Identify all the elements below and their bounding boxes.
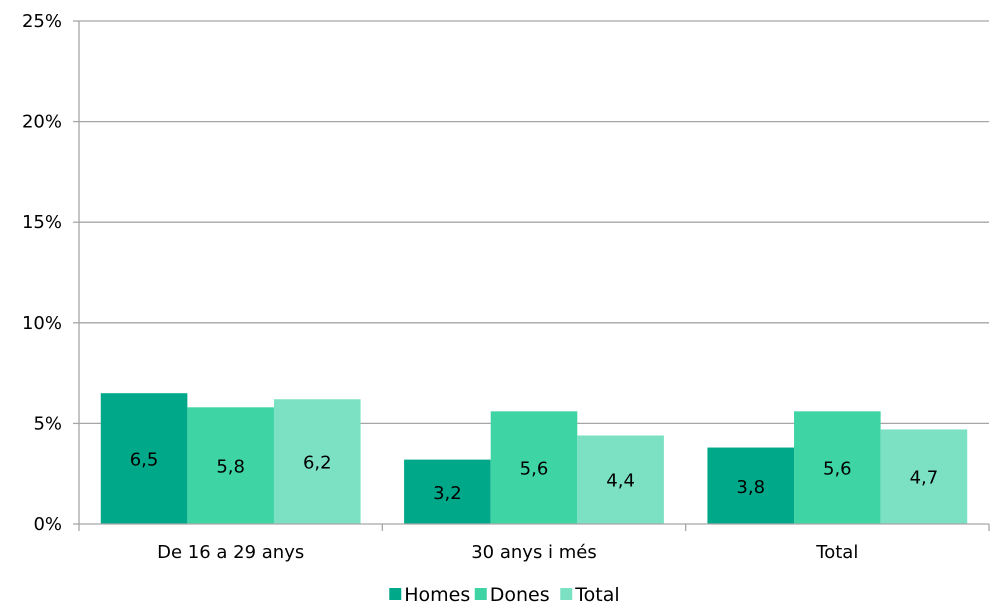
bar-homes [404,459,491,524]
legend-swatch-dones [474,588,487,600]
bar-total [880,429,968,524]
x-tick-label: 30 anys i més [471,542,597,563]
data-label: 5,6 [520,459,549,480]
legend-label: Dones [490,584,550,606]
bars [100,393,968,524]
data-label: 3,2 [433,483,462,504]
bar-total [273,399,361,524]
data-label: 4,7 [910,468,939,489]
bar-homes [100,393,188,524]
data-label: 4,4 [606,471,635,492]
data-labels: 6,5 5,8 6,2 3,2 5,6 4,4 3,8 5,6 4,7 [130,450,939,504]
legend-swatch-homes [389,588,402,600]
legend-label: Homes [404,584,470,606]
data-label: 5,8 [216,457,245,478]
axes [78,21,989,525]
y-tick-label: 20% [22,112,62,133]
bar-homes [707,447,795,524]
y-tick-label: 25% [22,11,62,32]
x-tick-label: De 16 a 29 anys [157,542,304,563]
bar-dones [490,411,578,524]
y-tick-label: 5% [33,413,62,434]
x-axis-ticks: De 16 a 29 anys 30 anys i més Total [78,524,990,563]
data-label: 6,5 [130,450,159,471]
bar-dones [794,411,881,524]
legend-label: Total [574,584,619,606]
gridlines [79,20,989,425]
bar-dones [187,407,274,524]
x-tick-label: Total [815,542,858,563]
legend: Homes Dones Total [389,584,620,606]
data-label: 6,2 [303,453,332,474]
bar-total [577,435,664,524]
data-label: 5,6 [823,459,852,480]
y-tick-label: 0% [33,514,62,535]
y-tick-label: 15% [22,212,62,233]
data-label: 3,8 [736,477,765,498]
y-tick-label: 10% [22,313,62,334]
y-axis-ticks: 0% 5% 10% 15% 20% 25% [22,11,79,535]
legend-swatch-total [560,588,573,600]
